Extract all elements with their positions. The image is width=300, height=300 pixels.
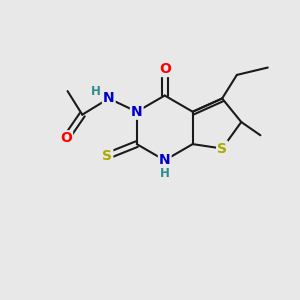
Text: N: N <box>131 105 142 119</box>
Text: N: N <box>159 153 170 167</box>
Text: H: H <box>160 167 170 180</box>
Text: O: O <box>159 62 171 76</box>
Text: S: S <box>217 142 227 155</box>
Text: O: O <box>60 131 72 145</box>
Text: S: S <box>102 149 112 163</box>
Text: H: H <box>91 85 100 98</box>
Text: N: N <box>103 92 115 106</box>
